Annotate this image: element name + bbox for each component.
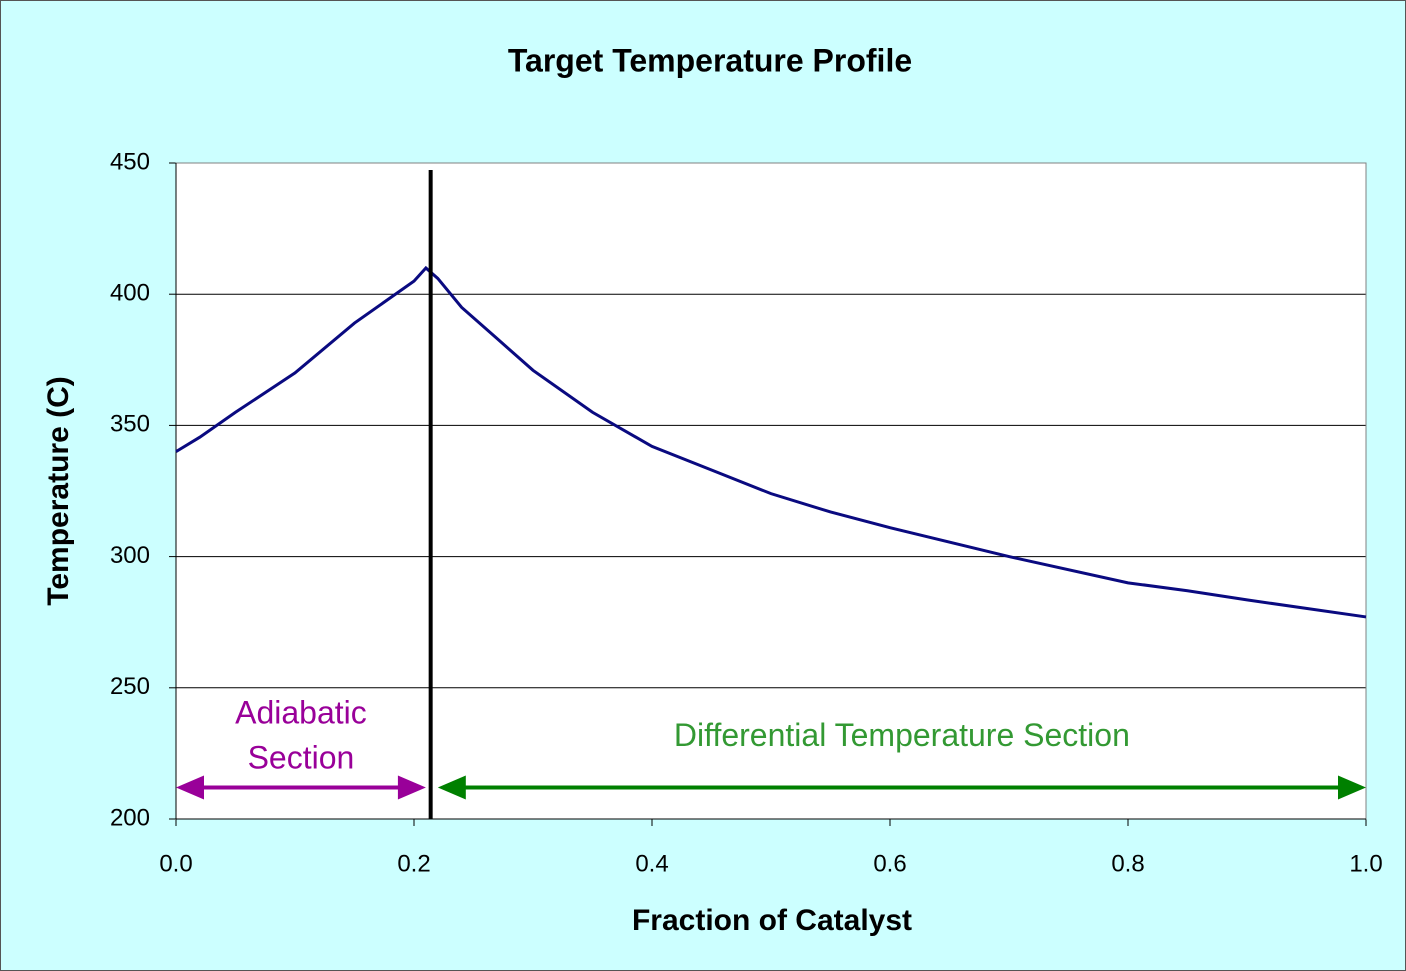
x-tick-label: 0.6 — [873, 850, 906, 877]
y-tick-label: 350 — [110, 411, 150, 438]
x-tick-label: 0.4 — [635, 850, 668, 877]
arrow-head — [437, 775, 466, 800]
x-tick-label: 0.2 — [397, 850, 430, 877]
chart-title: Target Temperature Profile — [508, 42, 912, 78]
line — [175, 265, 1367, 619]
x-tick-label: 0.8 — [1111, 850, 1144, 877]
plot-area — [176, 163, 1366, 819]
y-tick-label: 200 — [110, 804, 150, 831]
arrow-head — [1338, 775, 1366, 800]
annotation-text: Differential Temperature Section — [674, 717, 1130, 753]
y-tick-label: 400 — [110, 280, 150, 307]
arrow-head — [176, 775, 204, 800]
y-tick-label: 300 — [110, 542, 150, 569]
annotation-text: Adiabatic — [235, 694, 367, 730]
y-tick-label: 250 — [110, 673, 150, 700]
x-tick-label: 1.0 — [1349, 850, 1382, 877]
x-axis-title: Fraction of Catalyst — [632, 904, 912, 937]
y-tick-label: 450 — [110, 148, 150, 175]
arrow-head — [397, 775, 426, 800]
y-axis-title: Temperature (C) — [42, 376, 75, 605]
annotation-text: Section — [248, 739, 355, 775]
x-tick-label: 0.0 — [159, 850, 192, 877]
